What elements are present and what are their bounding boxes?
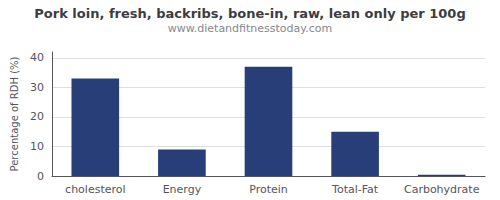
- svg-text:cholesterol: cholesterol: [65, 183, 125, 196]
- svg-text:20: 20: [30, 110, 44, 123]
- svg-text:0: 0: [37, 170, 44, 183]
- svg-text:Pork loin, fresh, backribs, bo: Pork loin, fresh, backribs, bone-in, raw…: [34, 6, 465, 21]
- svg-text:40: 40: [30, 51, 44, 64]
- svg-text:Carbohydrate: Carbohydrate: [404, 183, 480, 196]
- svg-text:www.dietandfitnesstoday.com: www.dietandfitnesstoday.com: [168, 22, 332, 35]
- svg-text:30: 30: [30, 81, 44, 94]
- svg-text:Energy: Energy: [163, 183, 202, 196]
- svg-text:10: 10: [30, 140, 44, 153]
- svg-text:Protein: Protein: [249, 183, 288, 196]
- svg-text:Total-Fat: Total-Fat: [331, 183, 379, 196]
- svg-text:Percentage of RDH (%): Percentage of RDH (%): [9, 56, 20, 171]
